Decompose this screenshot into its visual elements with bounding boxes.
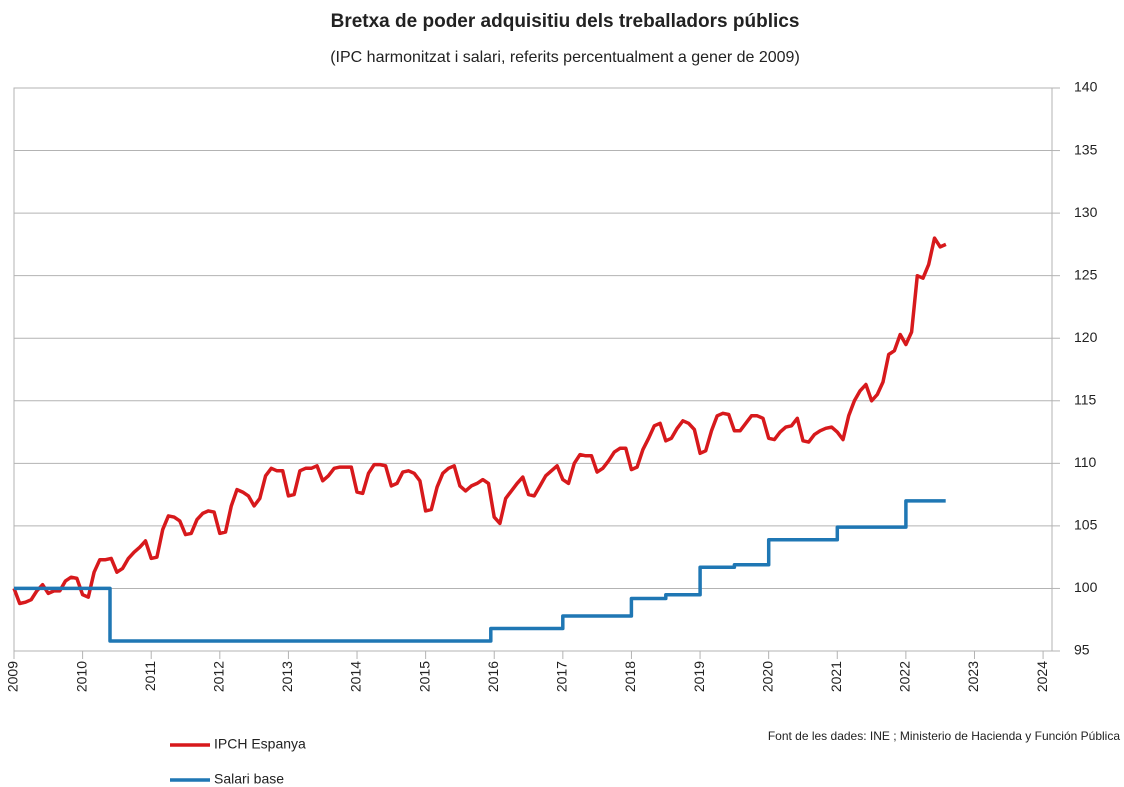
- plot-frame: [13, 87, 1053, 652]
- x-tick-label: 2023: [965, 661, 981, 692]
- x-tick-label: 2024: [1034, 661, 1050, 692]
- chart-subtitle: (IPC harmonitzat i salari, referits perc…: [330, 49, 800, 66]
- x-tick-label: 2015: [416, 661, 432, 692]
- x-tick-label: 2018: [622, 661, 638, 692]
- y-tick-label: 130: [1074, 204, 1098, 220]
- x-tick-label: 2021: [828, 661, 844, 692]
- y-tick-label: 95: [1074, 642, 1090, 658]
- x-tick-label: 2014: [348, 661, 364, 692]
- y-tick-label: 135: [1074, 141, 1098, 157]
- series-line: [14, 499, 946, 643]
- x-tick-label: 2009: [5, 661, 21, 692]
- x-tick-label: 2012: [211, 661, 227, 692]
- legend-label: Salari base: [214, 771, 284, 787]
- x-tick-label: 2020: [759, 661, 775, 692]
- y-tick-label: 100: [1074, 579, 1098, 595]
- x-tick-label: 2010: [73, 661, 89, 692]
- y-tick-label: 125: [1074, 266, 1098, 282]
- y-tick-label: 140: [1074, 79, 1098, 95]
- x-tick-label: 2016: [485, 661, 501, 692]
- y-tick-label: 105: [1074, 517, 1098, 533]
- y-tick-label: 110: [1074, 454, 1097, 470]
- y-tick-label: 115: [1074, 391, 1097, 407]
- x-tick-label: 2019: [691, 661, 707, 692]
- chart-title: Bretxa de poder adquisitiu dels treballa…: [331, 11, 800, 32]
- x-tick-label: 2013: [279, 661, 295, 692]
- series-line: [12, 236, 947, 606]
- legend-label: IPCH Espanya: [214, 736, 306, 752]
- x-tick-label: 2011: [142, 661, 158, 691]
- x-tick-label: 2017: [554, 661, 570, 692]
- y-tick-label: 120: [1074, 329, 1098, 345]
- x-tick-label: 2022: [897, 661, 913, 692]
- source-note: Font de les dades: INE ; Ministerio de H…: [768, 729, 1121, 743]
